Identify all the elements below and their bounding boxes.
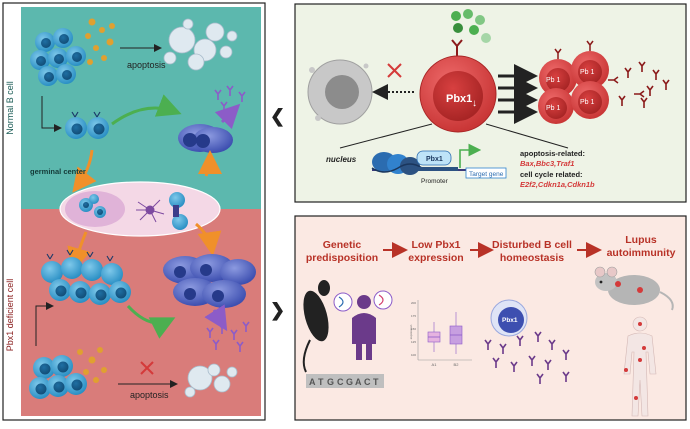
- pbx1-deficient-label: Pbx1 deficient cell: [5, 279, 15, 352]
- nucleus-label: nucleus: [326, 155, 357, 164]
- orange-particles-top: [85, 18, 115, 65]
- apoptotic-cells-bottom: [184, 363, 238, 398]
- expression-mini-chart: expression 200 175 150 125 100 A1 B2: [409, 300, 472, 367]
- mini-ytick-4: 125: [411, 340, 416, 344]
- step-genetic-line2: predisposition: [306, 252, 378, 264]
- pbx1-protein: Pbx1: [416, 150, 452, 166]
- antibodies-bottom: [206, 321, 250, 352]
- step-disturbed-line1: Disturbed B cell: [492, 239, 572, 251]
- mouse-icon: [302, 280, 330, 373]
- deficient-b-cell-cluster: [41, 249, 131, 305]
- normal-b-cells-pair: [65, 111, 109, 139]
- nav-left-chevron[interactable]: ❮: [270, 106, 285, 127]
- blocked-apoptosis-mark: [140, 361, 154, 375]
- pbx1-protein-label: Pbx1: [426, 156, 443, 163]
- receptor: [451, 39, 463, 56]
- dna-letter-5: G: [346, 377, 353, 387]
- dna-letter-1: A: [309, 377, 316, 387]
- left-panel: Normal B cell Pbx1 deficient cell apopto…: [2, 2, 266, 421]
- pbx1-cell-label: Pbx1: [446, 93, 472, 105]
- red-cell-cluster: Pb 1 Pb 1 Pb 1 Pb 1: [538, 40, 619, 124]
- apoptotic-cells-top: [163, 18, 238, 71]
- dna-letter-3: G: [327, 377, 334, 387]
- lupus-mouse: [594, 266, 674, 311]
- mini-ytick-5: 100: [411, 353, 416, 357]
- germinal-center: [59, 181, 221, 237]
- dna-letter-8: T: [373, 377, 379, 387]
- mini-cell-label: Pbx1: [502, 317, 518, 324]
- b-cell-low-pbx1: Pbx1: [490, 299, 528, 337]
- dendritic-cell: [136, 199, 165, 223]
- mini-xlabel-b2: B2: [454, 362, 460, 367]
- plasma-cells-bottom: [163, 254, 256, 308]
- target-gene-label: Target gene: [469, 171, 504, 178]
- purple-antibodies: [484, 331, 570, 384]
- dna-letter-2: T: [318, 377, 324, 387]
- normal-b-cell-label: Normal B cell: [5, 81, 15, 135]
- grey-apoptotic-cell: [307, 59, 373, 125]
- cell-cycle-genes: E2f2,Cdkn1a,Cdkn1b: [520, 180, 595, 189]
- small-cell-label-2: Pb 1: [580, 69, 595, 76]
- red-antibodies: [618, 61, 670, 108]
- person-icon: [352, 295, 376, 360]
- dna-letter-4: C: [337, 377, 344, 387]
- cell-cycle-related-label: cell cycle related:: [520, 170, 583, 179]
- step-lupus-line2: autoimmunity: [607, 247, 676, 259]
- normal-b-cell-cluster: [30, 28, 86, 86]
- dna-letter-7: C: [364, 377, 371, 387]
- lupus-human: [623, 316, 657, 417]
- orange-particles-bottom: [77, 347, 107, 383]
- mini-ytick-2: 175: [411, 314, 416, 318]
- small-cell-label-1: Pb 1: [546, 77, 561, 84]
- apoptosis-top-label: apoptosis: [127, 60, 166, 70]
- step-low-pbx1-line2: expression: [408, 252, 463, 264]
- small-cell-label-4: Pb 1: [580, 99, 595, 106]
- small-cell-label-3: Pb 1: [546, 105, 561, 112]
- top-right-panel: Pbx1 ↓ Pb 1 Pb 1 Pb 1 Pb 1: [294, 3, 687, 203]
- mini-ytick-1: 200: [411, 301, 416, 305]
- pbx1-red-cell: Pbx1 ↓: [419, 55, 497, 133]
- green-ligands: [451, 9, 491, 43]
- apoptosis-genes: Bax,Bbc3,Traf1: [520, 159, 574, 168]
- plasma-cells-top: [178, 124, 233, 153]
- proliferation-arrows: [498, 64, 538, 124]
- blocked-apoptosis-x: [387, 63, 402, 78]
- apoptosis-bottom-label: apoptosis: [130, 390, 169, 400]
- germinal-center-label: germinal center: [30, 167, 86, 176]
- step-genetic-line1: Genetic: [323, 239, 362, 251]
- pbx1-down-arrow: ↓: [472, 98, 477, 109]
- deficient-b-cells-bottom: [29, 355, 87, 399]
- chromatin: [371, 152, 500, 175]
- antibodies-top: [214, 85, 246, 112]
- promoter-label: Promoter: [421, 178, 449, 185]
- step-lupus-line1: Lupus: [625, 234, 657, 246]
- mini-xlabel-a1: A1: [432, 362, 438, 367]
- step-low-pbx1-line1: Low Pbx1: [411, 239, 460, 251]
- dna-letter-6: A: [355, 377, 362, 387]
- mini-chart-ylabel: expression: [409, 324, 413, 339]
- bottom-right-panel: Genetic predisposition Low Pbx1 expressi…: [294, 215, 687, 421]
- nav-right-chevron[interactable]: ❯: [270, 300, 285, 321]
- step-disturbed-line2: homeostasis: [500, 252, 564, 264]
- dna-sequence: A T G C G A C T: [306, 374, 384, 388]
- apoptosis-related-label: apoptosis-related:: [520, 149, 585, 158]
- mini-ytick-3: 150: [411, 327, 416, 331]
